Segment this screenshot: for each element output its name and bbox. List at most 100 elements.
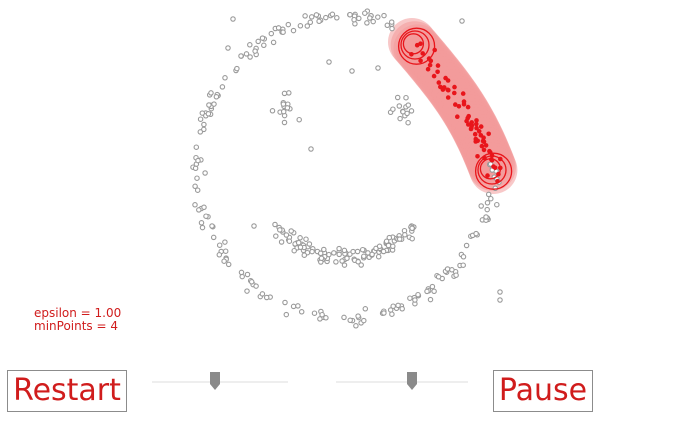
minpoints-label: minPoints = 4 [34, 319, 118, 333]
data-point [192, 165, 199, 172]
data-point [195, 157, 201, 164]
unvisited-points [190, 8, 503, 329]
data-point [306, 241, 313, 247]
pause-button[interactable]: Pause [493, 370, 593, 412]
data-point [364, 20, 370, 26]
data-point [429, 283, 436, 290]
epsilon-slider-track [152, 381, 288, 383]
data-point [484, 200, 491, 206]
minpoints-slider[interactable] [336, 368, 468, 394]
data-point [285, 21, 292, 28]
data-point [318, 255, 325, 262]
data-point [211, 101, 217, 107]
cluster-point [460, 91, 466, 96]
data-point [198, 220, 205, 226]
data-point [304, 23, 311, 29]
cluster-point [474, 121, 479, 127]
data-point [205, 111, 212, 117]
epsilon-label: epsilon = 1.00 [34, 306, 122, 320]
data-point [199, 224, 206, 231]
cluster-point [476, 129, 482, 134]
data-point [199, 110, 206, 116]
cluster-point [445, 95, 451, 100]
data-point [206, 102, 212, 108]
data-point [435, 274, 442, 280]
data-point [222, 239, 228, 245]
data-point [291, 247, 297, 254]
data-point [326, 59, 332, 65]
data-point [210, 234, 217, 241]
data-point [453, 272, 459, 278]
data-point [277, 227, 283, 233]
data-point [297, 244, 304, 251]
data-point [362, 10, 368, 16]
data-point [297, 23, 304, 29]
data-point [230, 16, 236, 22]
data-point [356, 15, 362, 22]
cluster-point [464, 118, 469, 124]
cluster-point [474, 125, 479, 131]
data-point [316, 18, 322, 25]
cluster-point [475, 154, 480, 159]
cluster-point [473, 136, 479, 142]
data-point [297, 235, 303, 241]
data-point [353, 323, 359, 329]
data-point [375, 14, 381, 20]
cluster-point [483, 143, 489, 148]
cluster-point [465, 104, 471, 110]
data-point [194, 175, 200, 181]
cluster-point [420, 51, 426, 56]
cluster-point [445, 87, 451, 93]
data-point [194, 187, 201, 193]
data-point [192, 183, 198, 190]
data-point [405, 119, 411, 126]
data-point [427, 296, 434, 303]
cluster-point [461, 99, 467, 104]
data-point [259, 291, 266, 297]
data-point [409, 235, 415, 242]
data-point [201, 204, 207, 211]
data-point [202, 170, 208, 176]
cluster-point [427, 62, 433, 68]
data-point [317, 250, 324, 257]
cluster-point [452, 84, 457, 90]
data-point [208, 90, 214, 96]
data-point [347, 11, 353, 18]
epsilon-slider[interactable] [152, 368, 288, 394]
data-point [390, 303, 396, 309]
epsilon-slider-thumb[interactable] [209, 372, 220, 390]
data-point [444, 266, 451, 272]
data-point [296, 116, 302, 123]
data-point [221, 258, 227, 264]
data-point [243, 51, 250, 57]
data-point [341, 314, 347, 321]
data-point [341, 262, 348, 268]
data-point [263, 294, 270, 301]
data-point [280, 108, 287, 115]
cluster-point [466, 122, 471, 127]
data-point [395, 302, 401, 309]
data-point [288, 228, 294, 234]
data-point [295, 239, 302, 246]
data-point [253, 283, 259, 289]
cluster-point [468, 126, 474, 132]
data-point [409, 225, 415, 232]
dbscan-canvas [190, 8, 518, 329]
cluster-point [445, 78, 451, 83]
cluster-point [481, 147, 487, 153]
cluster-point [431, 73, 437, 79]
data-point [302, 13, 308, 19]
data-point [269, 108, 276, 114]
data-point [484, 206, 490, 213]
data-point [280, 29, 286, 35]
data-point [290, 27, 297, 34]
data-point [329, 11, 336, 18]
search-ring [474, 152, 513, 190]
data-point [336, 245, 342, 252]
data-point [362, 306, 369, 312]
restart-button[interactable]: Restart [7, 370, 127, 412]
minpoints-slider-thumb[interactable] [406, 372, 417, 390]
data-point [380, 248, 387, 255]
data-point [252, 48, 258, 54]
data-point [407, 295, 413, 301]
